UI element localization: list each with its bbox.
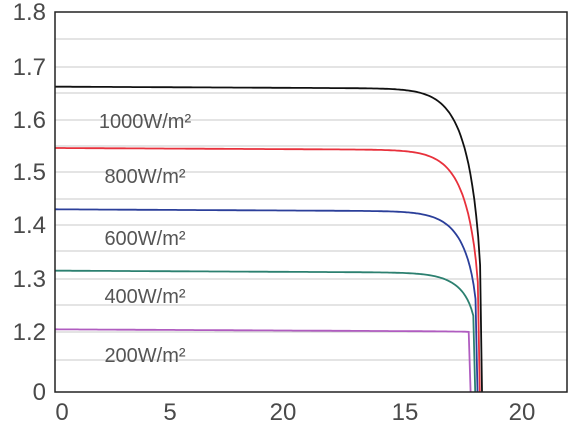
y-tick-label: 1.5 [13, 159, 46, 186]
series-label: 1000W/m² [99, 111, 192, 133]
y-axis-ticks: 0 1.2 1.3 1.4 1.5 1.6 1.7 1.8 [13, 0, 46, 406]
series-label: 400W/m² [104, 286, 185, 308]
y-tick-label: 1.3 [13, 266, 46, 293]
series-curves [55, 85, 483, 393]
series-label: 800W/m² [104, 166, 185, 188]
plot-frame [54, 11, 568, 393]
y-tick-label: 0 [33, 379, 46, 406]
y-tick-label: 1.4 [13, 212, 46, 239]
grid-lines [55, 11, 567, 393]
y-tick-label: 1.8 [13, 0, 46, 26]
series-curve [55, 208, 479, 393]
x-tick-label: 20 [270, 399, 297, 423]
series-labels: 1000W/m² 800W/m² 600W/m² 400W/m² 200W/m² [99, 111, 192, 367]
series-curve [55, 269, 477, 393]
series-label: 600W/m² [104, 228, 185, 250]
x-tick-label: 5 [163, 399, 176, 423]
x-tick-label: 20 [509, 399, 536, 423]
series-curve [55, 85, 483, 393]
x-tick-label: 15 [392, 399, 419, 423]
series-label: 200W/m² [104, 345, 185, 367]
series-curve [55, 328, 472, 393]
y-tick-label: 1.6 [13, 107, 46, 134]
y-tick-label: 1.2 [13, 319, 46, 346]
y-tick-label: 1.7 [13, 54, 46, 81]
series-curve [55, 147, 481, 393]
x-tick-label: 0 [55, 399, 68, 423]
x-axis-ticks: 0 5 20 15 20 [55, 399, 535, 423]
